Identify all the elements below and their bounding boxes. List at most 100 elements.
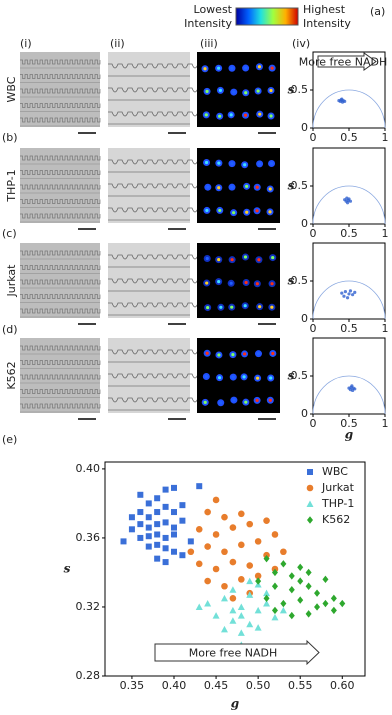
point xyxy=(137,534,144,541)
cell xyxy=(268,210,272,214)
cell xyxy=(243,255,248,259)
y-tick-label: 0.32 xyxy=(76,600,101,613)
point xyxy=(322,575,329,584)
point xyxy=(212,496,220,504)
micrograph xyxy=(108,243,190,318)
cell xyxy=(219,401,223,405)
channel xyxy=(20,250,101,256)
channel xyxy=(20,389,101,394)
cell xyxy=(218,88,223,92)
channel xyxy=(20,265,101,270)
channel xyxy=(20,170,101,175)
point xyxy=(170,524,177,531)
cell xyxy=(230,66,234,70)
universal-circle xyxy=(312,280,386,320)
cell xyxy=(244,400,248,404)
cell xyxy=(244,280,248,285)
cell xyxy=(255,398,259,403)
point xyxy=(128,514,135,521)
cell xyxy=(268,398,272,402)
point xyxy=(229,617,237,624)
x-tick-label: 0 xyxy=(310,322,317,335)
x-tick-label: 0 xyxy=(310,131,317,144)
cell xyxy=(217,161,221,165)
legend-label: K562 xyxy=(322,513,350,526)
cell xyxy=(219,305,223,309)
point xyxy=(229,595,237,602)
legend-marker xyxy=(307,469,313,475)
point xyxy=(280,548,287,556)
panel-label: (d) xyxy=(2,323,18,336)
point xyxy=(305,610,312,618)
cell xyxy=(218,208,222,213)
annotation: More free NADH xyxy=(189,647,277,660)
cell xyxy=(258,112,262,116)
channel xyxy=(108,302,199,308)
legend-marker xyxy=(306,484,314,492)
colorbar xyxy=(235,7,299,26)
point xyxy=(263,554,270,563)
cell xyxy=(230,305,234,309)
point xyxy=(128,526,135,533)
point xyxy=(195,560,203,568)
point xyxy=(212,612,220,619)
cell xyxy=(230,161,234,166)
point xyxy=(237,603,245,610)
colorbar-label: Intensity xyxy=(184,17,232,30)
point xyxy=(221,513,228,521)
cell xyxy=(205,256,209,261)
point xyxy=(220,625,228,633)
point xyxy=(229,606,237,614)
cell xyxy=(270,66,274,70)
row-label: WBC xyxy=(5,76,18,102)
point xyxy=(187,538,194,545)
channel xyxy=(108,349,199,355)
point xyxy=(305,568,312,577)
channel xyxy=(20,403,101,409)
point xyxy=(288,611,295,620)
cell xyxy=(242,375,246,379)
point xyxy=(254,538,262,545)
channel xyxy=(108,159,199,165)
point xyxy=(348,289,353,293)
point xyxy=(179,517,186,524)
cell xyxy=(258,305,262,309)
x-tick-label: 0.45 xyxy=(204,679,229,692)
point xyxy=(137,509,144,516)
legend-marker xyxy=(306,500,314,507)
channel xyxy=(20,59,101,65)
point xyxy=(254,572,262,580)
legend-marker xyxy=(307,516,313,524)
channel xyxy=(108,254,199,260)
x-tick-label: 0.60 xyxy=(330,679,355,692)
point xyxy=(255,577,262,585)
point xyxy=(314,589,321,597)
cell xyxy=(217,376,222,380)
point xyxy=(347,292,351,296)
cell xyxy=(245,184,249,188)
y-axis-label: s xyxy=(288,274,295,288)
point xyxy=(120,538,127,545)
point xyxy=(343,290,347,294)
universal-circle xyxy=(312,375,386,415)
point xyxy=(179,502,186,509)
channel xyxy=(108,397,199,403)
x-tick-label: 1 xyxy=(382,227,389,240)
cell xyxy=(231,375,235,379)
point xyxy=(145,500,152,507)
point xyxy=(297,596,304,604)
point xyxy=(246,577,254,585)
x-tick-label: 0.35 xyxy=(120,679,145,692)
point xyxy=(204,508,211,516)
point xyxy=(170,531,177,538)
point xyxy=(330,594,337,603)
point xyxy=(170,484,177,491)
point xyxy=(246,520,254,528)
y-tick-label: 0 xyxy=(301,312,308,325)
point xyxy=(145,543,152,550)
channel xyxy=(20,308,101,314)
channel xyxy=(20,117,101,123)
cell xyxy=(257,258,261,262)
y-axis-label: s xyxy=(64,562,71,576)
column-label: (ii) xyxy=(110,37,125,50)
